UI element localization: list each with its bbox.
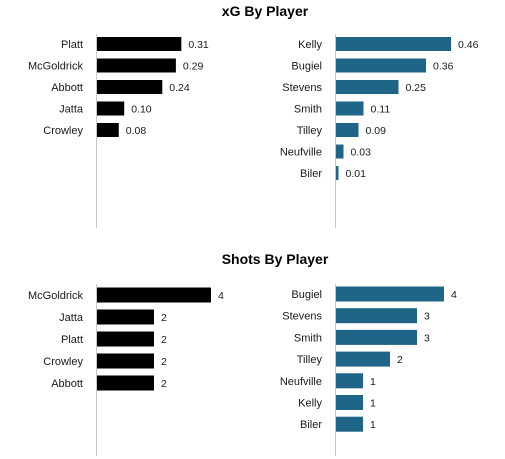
xg-left-data-label: 0.10 <box>131 104 152 116</box>
shots-right-data-label: 2 <box>397 354 403 366</box>
shots-right-category-label: Kelly <box>298 398 322 410</box>
shots-right-data-label: 1 <box>370 398 376 410</box>
xg-right-bar <box>336 144 344 159</box>
shots-chart-title: Shots By Player <box>222 251 329 267</box>
xg-left-bar <box>97 101 125 116</box>
xg-left-category-label: Jatta <box>59 104 84 116</box>
shots-right-data-label: 4 <box>451 289 457 301</box>
shots-left-bar <box>97 353 154 369</box>
xg-right-category-label: Neufville <box>280 147 322 159</box>
xg-right-bar <box>336 37 451 51</box>
xg-right-category-label: Bugiel <box>291 61 322 73</box>
xg-left-data-label: 0.29 <box>183 61 204 73</box>
shots-right-category-label: Smith <box>294 332 322 344</box>
shots-left-category-label: McGoldrick <box>28 290 84 302</box>
shots-right-bar <box>336 373 363 389</box>
shots-left-data-label: 2 <box>161 356 167 368</box>
shots-left-data-label: 2 <box>161 378 167 390</box>
xg-right-category-label: Tilley <box>297 125 323 137</box>
xg-right-category-label: Smith <box>294 104 322 116</box>
xg-right-data-label: 0.01 <box>346 168 367 180</box>
shots-right-bar <box>336 395 363 410</box>
shots-left-data-label: 2 <box>161 334 167 346</box>
xg-right-data-label: 0.09 <box>366 125 387 137</box>
xg-left-category-label: Platt <box>61 39 83 51</box>
xg-right-data-label: 0.03 <box>351 147 372 159</box>
xg-chart-title: xG By Player <box>222 3 309 19</box>
xg-left-bar <box>97 80 163 94</box>
xg-left-data-label: 0.24 <box>169 82 190 94</box>
shots-right-data-label: 3 <box>424 332 430 344</box>
shots-left-category-label: Platt <box>61 334 83 346</box>
xg-right-category-label: Stevens <box>282 82 322 94</box>
xg-left-bar <box>97 37 182 51</box>
shots-right-data-label: 1 <box>370 376 376 388</box>
xg-left-category-label: McGoldrick <box>28 61 84 73</box>
xg-right-data-label: 0.11 <box>371 104 391 116</box>
shots-left-category-label: Abbott <box>51 378 83 390</box>
shots-right-category-label: Tilley <box>297 354 323 366</box>
shots-right-category-label: Biler <box>300 419 322 431</box>
xg-right-category-label: Kelly <box>298 39 322 51</box>
shots-left-bar <box>97 309 154 325</box>
shots-right-bar <box>336 286 444 302</box>
xg-left-bar <box>97 123 119 137</box>
shots-right-category-label: Stevens <box>282 311 322 323</box>
xg-left-data-label: 0.31 <box>188 39 209 51</box>
xg-right-data-label: 0.36 <box>433 61 454 73</box>
xg-right-bar <box>336 123 359 137</box>
shots-right-bar <box>336 308 417 324</box>
shots-left-data-label: 2 <box>161 312 167 324</box>
xg-right-bar <box>336 80 399 94</box>
shots-right-bar <box>336 329 417 345</box>
shots-left-bar <box>97 331 154 347</box>
shots-right-data-label: 3 <box>424 311 430 323</box>
xg-right-data-label: 0.46 <box>458 39 479 51</box>
shots-left-bar <box>97 287 211 303</box>
shots-right-data-label: 1 <box>370 419 376 431</box>
xg-left-category-label: Abbott <box>51 82 83 94</box>
xg-left-data-label: 0.08 <box>126 125 147 137</box>
shots-left-category-label: Crowley <box>43 356 83 368</box>
xg-right-category-label: Biler <box>300 168 322 180</box>
xg-right-data-label: 0.25 <box>406 82 427 94</box>
shots-right-bar <box>336 351 390 367</box>
shots-right-category-label: Bugiel <box>291 289 322 301</box>
shots-right-bar <box>336 416 363 432</box>
xg-right-bar <box>336 101 364 116</box>
xg-right-bar <box>336 166 339 180</box>
xg-right-bar <box>336 58 426 73</box>
shots-right-category-label: Neufville <box>280 376 322 388</box>
shots-left-bar <box>97 375 154 391</box>
xg-left-bar <box>97 58 176 73</box>
xg-left-category-label: Crowley <box>43 125 83 137</box>
shots-left-category-label: Jatta <box>59 312 84 324</box>
shots-left-data-label: 4 <box>218 290 224 302</box>
